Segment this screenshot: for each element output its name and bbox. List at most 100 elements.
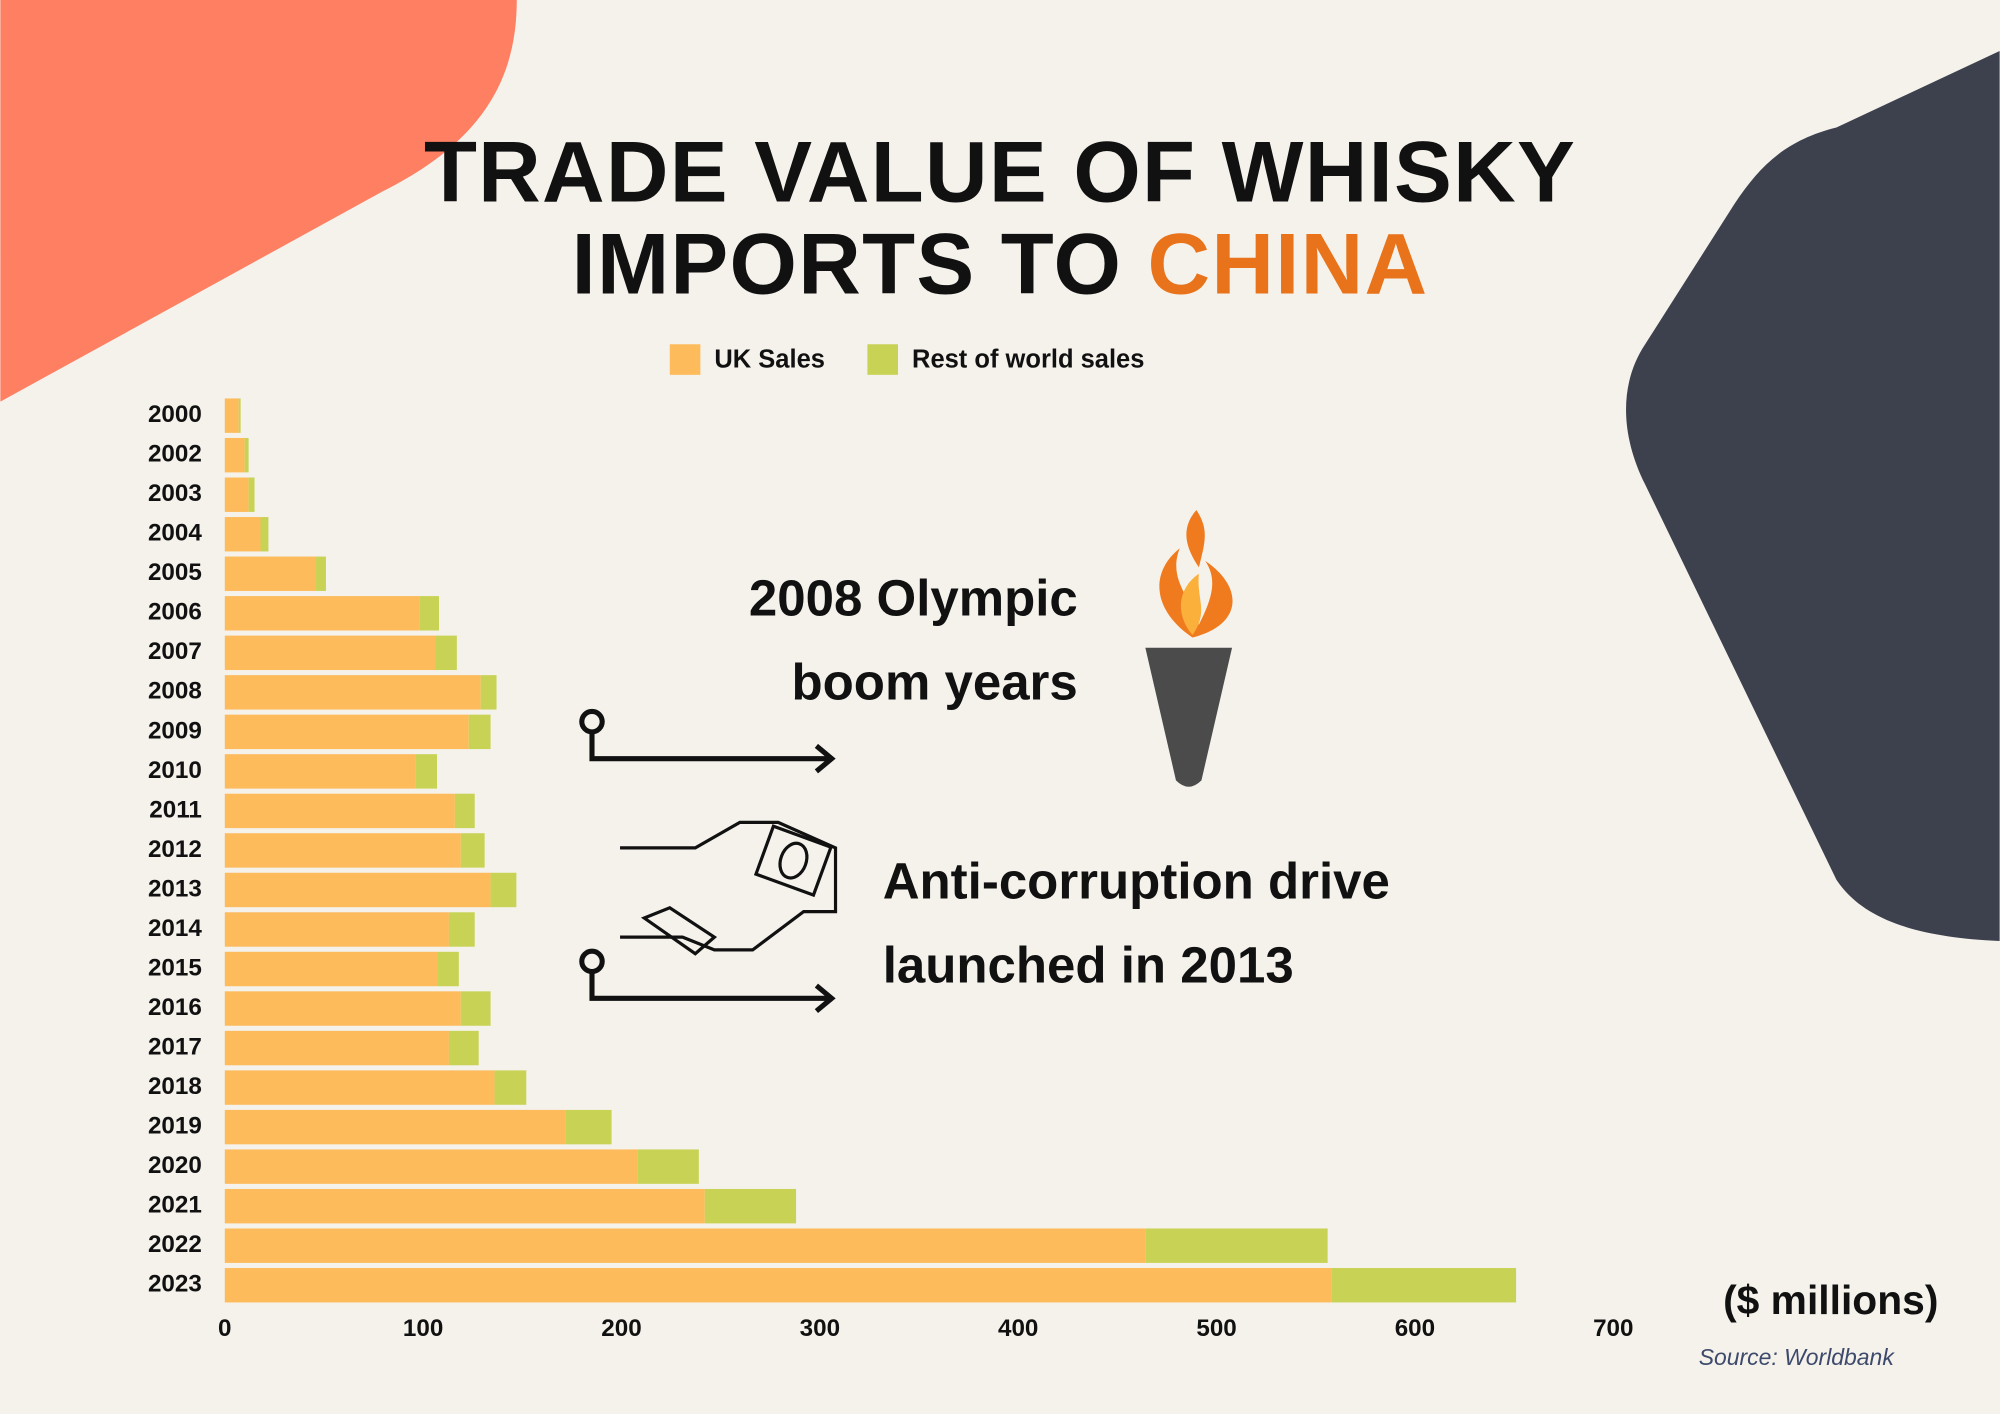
y-tick-label: 2016 bbox=[148, 994, 202, 1021]
annotation: launched in 2013 bbox=[883, 936, 1294, 993]
bar-segment bbox=[224, 991, 461, 1026]
title-line2: IMPORTS TO CHINA bbox=[572, 216, 1429, 312]
title-text: IMPORTS TO bbox=[572, 216, 1123, 312]
bar-segment bbox=[637, 1149, 699, 1184]
y-tick-label: 2023 bbox=[148, 1271, 202, 1298]
bar-segment bbox=[260, 517, 269, 552]
bar-segment bbox=[480, 675, 497, 710]
y-tick-label: 2006 bbox=[148, 599, 202, 626]
bar-segment bbox=[224, 793, 455, 829]
legend-label: UK Sales bbox=[714, 346, 825, 374]
bar-segment bbox=[460, 833, 485, 868]
bar-segment bbox=[565, 1109, 612, 1145]
annotation: Anti-corruption drive bbox=[883, 852, 1390, 909]
legend-swatch bbox=[867, 344, 898, 375]
decor-blob bbox=[0, 0, 517, 402]
y-tick-label: 2018 bbox=[148, 1073, 202, 1100]
arrows bbox=[579, 708, 836, 1014]
bar-segment bbox=[224, 556, 317, 591]
bar-segment bbox=[448, 1030, 479, 1066]
y-tick-label: 2015 bbox=[148, 954, 202, 981]
y-tick-label: 2019 bbox=[148, 1113, 202, 1140]
y-tick-label: 2011 bbox=[149, 796, 202, 823]
bar-segment bbox=[224, 596, 420, 631]
y-tick-label: 2003 bbox=[148, 480, 202, 507]
bar-segment bbox=[316, 556, 326, 591]
bar-segment bbox=[224, 1149, 638, 1184]
bar-segment bbox=[224, 714, 469, 750]
bar-segment bbox=[419, 596, 440, 631]
bar-segment bbox=[224, 754, 416, 789]
x-tick-label: 700 bbox=[1593, 1315, 1633, 1342]
y-tick-label: 2013 bbox=[148, 875, 202, 902]
bar-segment bbox=[704, 1188, 797, 1224]
bar-segment bbox=[460, 991, 491, 1026]
y-tick-label: 2005 bbox=[148, 559, 202, 586]
decor-hexagon bbox=[1626, 51, 2000, 941]
y-tick-label: 2009 bbox=[148, 717, 202, 744]
y-tick-label: 2007 bbox=[148, 638, 202, 665]
y-tick-label: 2010 bbox=[148, 757, 202, 784]
y-tick-label: 2008 bbox=[148, 678, 202, 705]
torch-icon bbox=[1145, 510, 1233, 787]
bar-segment bbox=[224, 1228, 1146, 1263]
bar-segment bbox=[494, 1070, 527, 1105]
bar-segment bbox=[224, 517, 261, 552]
bar-segment bbox=[244, 437, 249, 473]
x-tick-label: 300 bbox=[800, 1315, 840, 1342]
bar-segment bbox=[224, 477, 249, 512]
legend-label: Rest of world sales bbox=[912, 346, 1144, 374]
y-tick-label: 2012 bbox=[148, 836, 202, 863]
bar-segment bbox=[224, 1268, 1332, 1303]
bar-segment bbox=[224, 675, 481, 710]
legend: UK Sales Rest of world sales bbox=[669, 344, 1144, 375]
y-tick-label: 2020 bbox=[148, 1152, 202, 1179]
bar-segment bbox=[248, 477, 255, 512]
handshake-icon bbox=[620, 820, 838, 956]
bar-segment bbox=[435, 635, 457, 671]
x-tick-label: 100 bbox=[403, 1315, 443, 1342]
y-tick-label: 2014 bbox=[148, 915, 202, 942]
x-tick-label: 0 bbox=[218, 1315, 231, 1342]
x-axis-label: ($ millions) bbox=[1723, 1277, 1938, 1323]
bar-segment bbox=[224, 1030, 449, 1066]
bar-segment bbox=[224, 833, 461, 868]
bar-segment bbox=[1331, 1268, 1517, 1303]
x-tick-label: 200 bbox=[601, 1315, 641, 1342]
annotation: 2008 Olympic bbox=[749, 569, 1078, 626]
bar-segment bbox=[224, 1188, 705, 1224]
bar-segment bbox=[468, 714, 491, 750]
bar-segment bbox=[454, 793, 475, 829]
bar-segment bbox=[224, 951, 438, 987]
bar-segment bbox=[437, 951, 459, 987]
bar-segment bbox=[1145, 1228, 1328, 1263]
bar-segment bbox=[238, 398, 241, 433]
legend-swatch bbox=[669, 344, 701, 375]
source: Source: Worldbank bbox=[1699, 1344, 1896, 1370]
x-tick-label: 600 bbox=[1395, 1315, 1435, 1342]
bar-segment bbox=[415, 754, 438, 789]
bar-segment bbox=[448, 912, 475, 947]
y-tick-label: 2002 bbox=[148, 441, 202, 468]
bar-segment bbox=[224, 437, 245, 473]
bar-segment bbox=[224, 872, 491, 908]
bar-segment bbox=[224, 1070, 495, 1105]
title-highlight: CHINA bbox=[1148, 216, 1429, 312]
bar-segment bbox=[490, 872, 517, 908]
title-line1: TRADE VALUE OF WHISKY bbox=[424, 124, 1576, 220]
y-tick-label: 2022 bbox=[148, 1231, 202, 1258]
x-tick-label: 500 bbox=[1196, 1315, 1236, 1342]
bar-segment bbox=[224, 398, 239, 433]
bar-segment bbox=[224, 635, 436, 671]
bar-segment bbox=[224, 1109, 566, 1145]
plot: 0 100 200 300 400 500 600 700 2000 2002 2003 2004 20… bbox=[148, 398, 1633, 1342]
y-tick-label: 2004 bbox=[148, 520, 202, 547]
bar-segment bbox=[224, 912, 449, 947]
annotation: boom years bbox=[791, 653, 1077, 710]
y-tick-label: 2017 bbox=[148, 1033, 202, 1060]
y-tick-label: 2000 bbox=[148, 401, 202, 428]
x-tick-label: 400 bbox=[998, 1315, 1038, 1342]
y-tick-label: 2021 bbox=[148, 1192, 202, 1219]
